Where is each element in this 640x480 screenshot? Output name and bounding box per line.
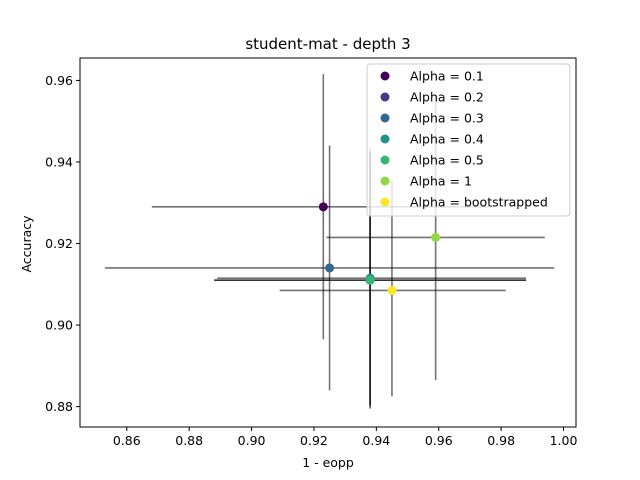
y-axis-title: Accuracy <box>19 215 34 273</box>
x-tick-label: 0.96 <box>425 433 453 448</box>
data-point <box>318 202 328 212</box>
legend-label: Alpha = bootstrapped <box>410 195 548 210</box>
y-tick-label: 0.96 <box>45 73 73 88</box>
x-tick-label: 0.98 <box>487 433 515 448</box>
y-tick-label: 0.94 <box>45 154 73 169</box>
x-tick-label: 0.86 <box>113 433 141 448</box>
x-tick-label: 1.00 <box>550 433 578 448</box>
legend-marker <box>380 134 390 144</box>
legend: Alpha = 0.1 Alpha = 0.2 Alpha = 0.3 Alpha =… <box>366 63 571 217</box>
legend-label: Alpha = 0.4 <box>410 132 484 147</box>
legend-marker <box>380 155 390 165</box>
legend-label: Alpha = 0.1 <box>410 69 484 84</box>
legend-marker <box>380 197 390 207</box>
plot-frame <box>79 57 577 428</box>
legend-label: Alpha = 0.5 <box>410 153 484 168</box>
x-tick-label: 0.88 <box>175 433 203 448</box>
legend-marker <box>380 92 390 102</box>
y-tick-label: 0.88 <box>45 399 73 414</box>
chart-title: student-mat - depth 3 <box>245 35 410 53</box>
axes-layer: 0.86 0.88 0.90 0.92 0.94 0.96 0.98 1.00 0.88 0.90… <box>45 57 578 448</box>
data-point <box>325 263 335 273</box>
data-point <box>431 232 441 242</box>
y-tick-label: 0.92 <box>45 236 73 251</box>
legend-marker <box>380 71 390 81</box>
legend-marker <box>380 176 390 186</box>
x-tick-label: 0.90 <box>238 433 266 448</box>
legend-label: Alpha = 0.2 <box>410 90 484 105</box>
x-tick-label: 0.94 <box>362 433 390 448</box>
points-layer <box>318 202 441 295</box>
data-point <box>387 285 397 295</box>
y-tick-label: 0.90 <box>45 318 73 333</box>
data-point <box>365 275 375 285</box>
legend-box <box>366 63 571 217</box>
x-tick-label: 0.92 <box>300 433 328 448</box>
legend-label: Alpha = 0.3 <box>410 111 484 126</box>
legend-label: Alpha = 1 <box>410 174 472 189</box>
x-axis-title: 1 - eopp <box>302 455 354 470</box>
legend-marker <box>380 113 390 123</box>
